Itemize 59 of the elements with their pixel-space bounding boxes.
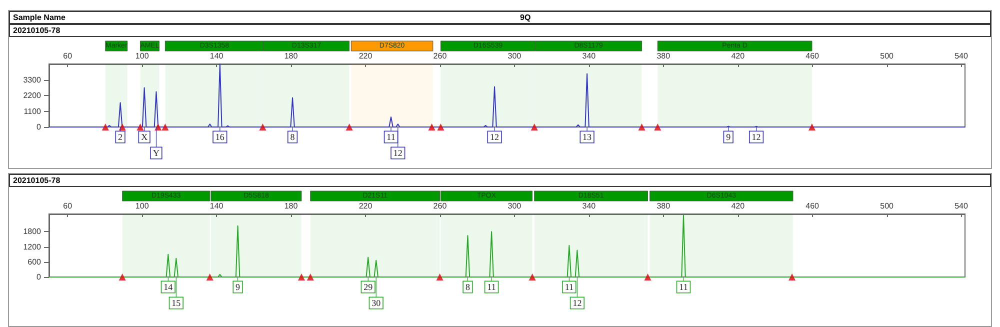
- annotation: 29: [364, 282, 374, 292]
- annotation: 8: [465, 282, 470, 292]
- x-tick-label: 100: [135, 52, 150, 60]
- annotation: 2: [118, 132, 123, 142]
- annotation: 9: [236, 282, 241, 292]
- x-tick-label: 260: [433, 202, 448, 210]
- text: Sample Name: [13, 12, 66, 23]
- x-tick-label: 220: [358, 202, 373, 210]
- x-tick-label: 500: [880, 202, 894, 210]
- x-tick-label: 300: [508, 52, 522, 60]
- annotation: 11: [386, 132, 396, 142]
- x-tick-label: 180: [284, 202, 298, 210]
- annotation: 13: [582, 132, 592, 142]
- text: 9Q: [520, 12, 531, 23]
- annotation: 12: [393, 148, 402, 158]
- x-tick-label: 100: [135, 202, 150, 210]
- x-tick-label: 420: [731, 52, 746, 60]
- annotation: 12: [490, 132, 500, 142]
- x-tick-label: 380: [656, 52, 671, 60]
- annotation: 9: [726, 132, 732, 142]
- x-tick-label: 380: [656, 202, 671, 210]
- y-tick-label: 3300: [23, 75, 42, 84]
- text: 20210105-78: [13, 25, 60, 36]
- annotation: 14: [164, 282, 174, 292]
- annotation: 11: [564, 282, 574, 292]
- x-tick-label: 540: [954, 52, 968, 60]
- annotation: 11: [679, 282, 688, 292]
- annotation: 16: [215, 132, 225, 142]
- x-tick-label: 260: [433, 52, 448, 60]
- y-tick-label: 0: [36, 272, 42, 282]
- y-tick-label: 2200: [23, 91, 42, 100]
- annotation: 11: [487, 282, 496, 292]
- x-tick-label: 500: [880, 52, 894, 60]
- y-tick-label: 600: [28, 257, 42, 266]
- x-tick-label: 300: [508, 202, 522, 210]
- annotation: X: [141, 132, 148, 142]
- x-tick-label: 60: [63, 52, 73, 60]
- x-tick-label: 460: [806, 52, 820, 60]
- x-tick-label: 340: [582, 52, 596, 60]
- annotation: 30: [372, 298, 382, 308]
- x-tick-label: 140: [210, 202, 224, 210]
- annotation: 8: [290, 132, 296, 142]
- x-tick-label: 140: [210, 52, 224, 60]
- x-tick-label: 540: [954, 202, 968, 210]
- y-tick-label: 1100: [24, 106, 42, 116]
- y-tick-label: 1200: [23, 242, 42, 252]
- y-tick-label: 0: [36, 122, 42, 132]
- annotation: 12: [572, 298, 582, 308]
- x-tick-label: 60: [63, 202, 73, 210]
- text: 20210105-78: [13, 175, 60, 186]
- x-tick-label: 180: [284, 52, 298, 60]
- x-tick-label: 340: [582, 202, 596, 210]
- annotation: 15: [172, 298, 182, 308]
- annotation: 12: [752, 132, 761, 142]
- x-tick-label: 420: [731, 202, 746, 210]
- x-tick-label: 220: [358, 52, 373, 60]
- x-tick-label: 460: [806, 202, 820, 210]
- annotation: Y: [152, 148, 160, 158]
- y-tick-label: 1800: [23, 227, 42, 236]
